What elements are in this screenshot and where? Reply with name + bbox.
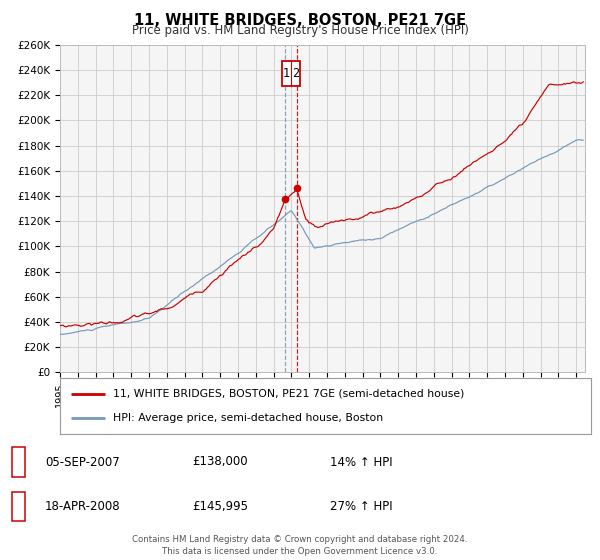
Text: £145,995: £145,995 [192,500,248,514]
Text: 1: 1 [283,67,290,80]
Text: 1: 1 [15,457,22,467]
Text: 27% ↑ HPI: 27% ↑ HPI [330,500,392,514]
Text: Price paid vs. HM Land Registry's House Price Index (HPI): Price paid vs. HM Land Registry's House … [131,24,469,37]
Text: HPI: Average price, semi-detached house, Boston: HPI: Average price, semi-detached house,… [113,413,383,423]
Text: 18-APR-2008: 18-APR-2008 [45,500,121,514]
Text: 2: 2 [15,502,22,512]
Text: £138,000: £138,000 [192,455,248,469]
Text: 2: 2 [292,67,299,80]
Text: 05-SEP-2007: 05-SEP-2007 [45,455,120,469]
Text: Contains HM Land Registry data © Crown copyright and database right 2024.
This d: Contains HM Land Registry data © Crown c… [132,535,468,556]
Text: 14% ↑ HPI: 14% ↑ HPI [330,455,392,469]
FancyBboxPatch shape [282,61,300,86]
Text: 11, WHITE BRIDGES, BOSTON, PE21 7GE (semi-detached house): 11, WHITE BRIDGES, BOSTON, PE21 7GE (sem… [113,389,464,399]
Text: 11, WHITE BRIDGES, BOSTON, PE21 7GE: 11, WHITE BRIDGES, BOSTON, PE21 7GE [134,13,466,29]
